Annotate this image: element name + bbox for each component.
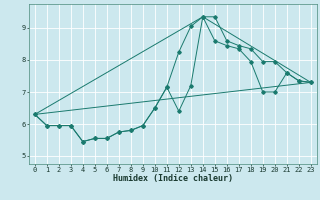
X-axis label: Humidex (Indice chaleur): Humidex (Indice chaleur) [113,174,233,183]
